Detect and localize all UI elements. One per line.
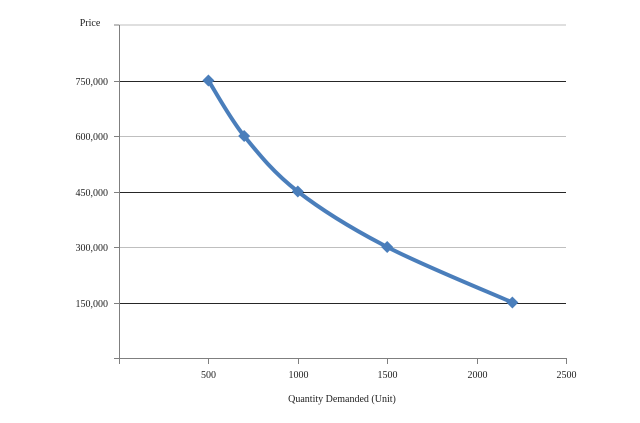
tick-labels: 150,000 300,000 450,000 600,000 750,000 500 10…: [76, 77, 577, 381]
x-tick-label: 2500: [557, 370, 577, 381]
y-tick-label: 750,000: [76, 77, 109, 88]
series-layer: [202, 74, 519, 309]
series-line: [206, 78, 515, 305]
axes: [114, 25, 566, 364]
data-point-marker: [381, 241, 394, 253]
y-axis-title: Price: [80, 18, 101, 29]
x-axis-title: Quantity Demanded (Unit): [288, 394, 396, 405]
y-tick-label: 150,000: [76, 299, 109, 310]
x-tick-label: 500: [201, 370, 216, 381]
y-tick-label: 450,000: [76, 188, 109, 199]
gridlines: [114, 24, 567, 364]
x-tick-label: 1000: [289, 370, 309, 381]
x-tick-label: 1500: [378, 370, 398, 381]
data-point-marker: [506, 296, 519, 309]
data-point-marker: [238, 130, 251, 142]
y-tick-label: 300,000: [76, 243, 109, 254]
y-tick-label: 600,000: [76, 132, 109, 143]
x-tick-label: 2000: [468, 370, 488, 381]
data-point-marker: [291, 185, 304, 198]
data-point-marker: [202, 74, 215, 87]
